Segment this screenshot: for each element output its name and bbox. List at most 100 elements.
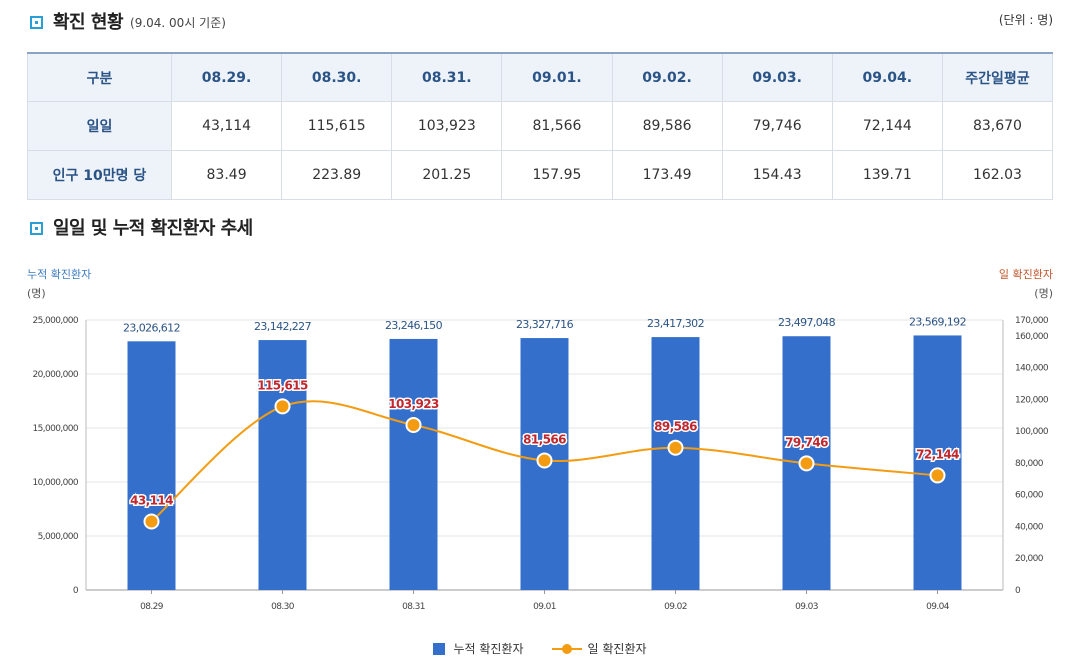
header-cell: 주간일평균 [941,52,1054,102]
bar-data-label: 23,327,716 [516,318,574,331]
left-axis-unit: (명) [27,287,46,300]
table-cell: 173.49 [611,150,723,200]
left-tick-label: 0 [73,586,79,596]
header-cell: 08.29. [170,52,283,102]
x-tick-label: 09.04 [926,602,950,612]
section-title-text: 일일 및 누적 확진환자 추세 [53,218,253,239]
table-cell: 103,923 [391,101,503,151]
table-cell: 154.43 [721,150,833,200]
header-cell: 09.03. [721,52,833,102]
right-tick-label: 60,000 [1015,491,1044,501]
legend-label: 일 확진환자 [587,642,647,656]
row-header-cell: 일일 [27,101,172,151]
right-tick-label: 170,000 [1015,316,1049,326]
table-cell: 201.25 [391,150,503,200]
right-axis-unit: (명) [1034,287,1053,300]
legend-item-bar: 누적 확진환자 [433,640,524,657]
table-row: 인구 10만명 당 83.49 223.89 201.25 157.95 173… [27,150,1054,200]
line-data-label: 81,566 [523,432,566,446]
line-point [667,439,684,456]
bar-data-label: 23,569,192 [909,315,966,328]
right-tick-label: 40,000 [1015,522,1044,532]
unit-label: (단위 : 명) [998,13,1053,27]
left-tick-label: 5,000,000 [38,532,79,542]
line-point [274,398,291,415]
x-tick-label: 09.01 [533,602,556,612]
bar-data-label: 23,246,150 [385,319,443,332]
table-cell: 72,144 [831,101,943,151]
line-point [143,513,160,530]
bar-data-label: 23,417,302 [647,317,704,330]
table-cell: 139.71 [831,150,943,200]
section-title-status: 확진 현황 (9.04. 00시 기준) [30,8,226,34]
right-tick-label: 100,000 [1015,427,1049,437]
bar [651,337,700,590]
table-cell: 115,615 [281,101,393,151]
bar [127,341,176,590]
x-tick-label: 09.03 [795,602,818,612]
trend-chart: 0 5,000,000 10,000,000 15,000,000 20,000,000… [32,315,1049,612]
legend-item-line: 일 확진환자 [551,640,647,657]
right-tick-label: 140,000 [1015,364,1049,374]
line-data-label: 79,746 [785,435,828,449]
left-tick-label: 15,000,000 [32,424,78,434]
section-title-text: 확진 현황 [53,12,124,33]
square-bullet-icon [30,221,43,235]
bar-data-label: 23,026,612 [123,321,180,334]
summary-table: 구분 08.29. 08.30. 08.31. 09.01. 09.02. 09… [27,52,1054,200]
right-tick-label: 0 [1015,586,1021,596]
legend-label: 누적 확진환자 [453,642,524,656]
table-cell: 162.03 [941,150,1054,200]
header-cell: 09.02. [611,52,723,102]
line-data-label: 43,114 [130,494,173,508]
line-point [536,452,553,469]
x-tick-label: 08.31 [402,602,425,612]
header-cell: 08.31. [391,52,503,102]
right-tick-label: 160,000 [1015,332,1049,342]
right-tick-label: 20,000 [1015,554,1044,564]
line-point [405,416,422,433]
table-cell: 157.95 [501,150,613,200]
table-cell: 83,670 [941,101,1054,151]
line-marker-icon [551,643,582,655]
table-cell: 43,114 [170,101,283,151]
right-tick-label: 120,000 [1015,395,1049,405]
right-tick-label: 80,000 [1015,459,1044,469]
line-data-label: 115,615 [257,378,308,392]
table-cell: 223.89 [281,150,393,200]
header-cell: 09.04. [831,52,943,102]
square-bullet-icon [30,15,43,29]
table-cell: 81,566 [501,101,613,151]
bar [389,338,438,590]
table-cell: 89,586 [611,101,723,151]
x-tick-label: 09.02 [664,602,687,612]
bar [258,340,307,590]
section-subtitle: (9.04. 00시 기준) [130,15,226,30]
right-axis-title: 일 확진환자 [998,268,1053,281]
table-cell: 83.49 [170,150,283,200]
left-tick-label: 25,000,000 [32,316,78,326]
line-point [929,467,946,484]
line-point [798,455,815,472]
bar-swatch-icon [433,642,446,655]
table-header-row: 구분 08.29. 08.30. 08.31. 09.01. 09.02. 09… [27,52,1054,102]
header-cell: 08.30. [281,52,393,102]
line-data-label: 103,923 [388,397,439,411]
bar [913,335,962,590]
line-data-label: 89,586 [654,420,697,434]
left-tick-label: 20,000,000 [32,370,78,380]
line-data-label: 72,144 [916,447,959,461]
x-tick-label: 08.30 [271,602,295,612]
x-tick-label: 08.29 [140,602,164,612]
left-tick-label: 10,000,000 [32,478,78,488]
left-axis-title: 누적 확진환자 [27,268,92,281]
section-title-trend: 일일 및 누적 확진환자 추세 [30,214,253,240]
row-header-cell: 인구 10만명 당 [27,150,172,200]
header-cell: 09.01. [501,52,613,102]
bar-data-label: 23,142,227 [254,320,312,333]
chart-legend: 누적 확진환자 일 확진환자 [0,640,1080,657]
header-cell: 구분 [27,52,172,102]
table-row: 일일 43,114 115,615 103,923 81,566 89,586 … [27,101,1054,151]
bar-data-label: 23,497,048 [778,316,836,329]
table-cell: 79,746 [721,101,833,151]
